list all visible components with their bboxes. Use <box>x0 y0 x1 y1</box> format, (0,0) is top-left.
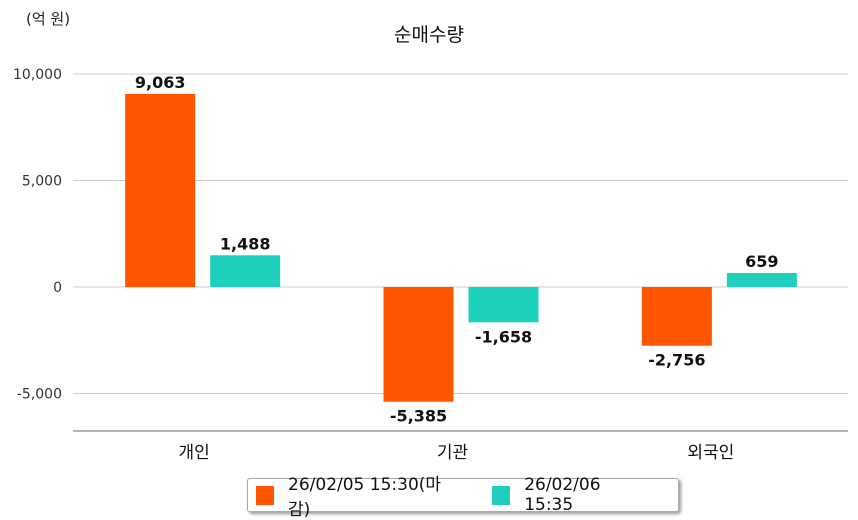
data-label: 659 <box>745 252 778 271</box>
bar[interactable] <box>210 255 281 287</box>
legend-label: 26/02/05 15:30(마감) <box>288 475 442 520</box>
legend-swatch <box>256 485 275 505</box>
legend-label: 26/02/06 15:35 <box>524 475 601 515</box>
legend-item-0[interactable]: 26/02/05 15:30(마감) <box>256 470 454 520</box>
legend-swatch <box>492 485 511 505</box>
data-label: -2,756 <box>648 351 705 370</box>
y-tick-label: 5,000 <box>22 174 62 190</box>
data-label: -1,658 <box>475 327 532 346</box>
y-tick-label: 0 <box>53 280 62 296</box>
y-tick-label: -5,000 <box>17 387 62 403</box>
data-label: 1,488 <box>220 234 271 253</box>
chart-title: 순매수량 <box>394 24 464 46</box>
bar[interactable] <box>468 287 539 323</box>
data-label: 9,063 <box>135 73 186 92</box>
y-unit-label: (억 원) <box>26 10 71 28</box>
data-label: -5,385 <box>390 407 447 426</box>
bar[interactable] <box>641 287 712 346</box>
legend-item-1[interactable]: 26/02/06 15:35 <box>492 475 648 515</box>
x-tick-label: 기관 <box>437 443 468 463</box>
legend: 26/02/05 15:30(마감) 26/02/06 15:35 <box>247 475 679 520</box>
bar[interactable] <box>125 93 196 287</box>
x-tick-label: 외국인 <box>687 443 734 463</box>
bar[interactable] <box>726 272 797 287</box>
x-tick-label: 개인 <box>179 443 210 463</box>
y-tick-label: 10,000 <box>13 67 62 83</box>
bar[interactable] <box>383 287 454 402</box>
